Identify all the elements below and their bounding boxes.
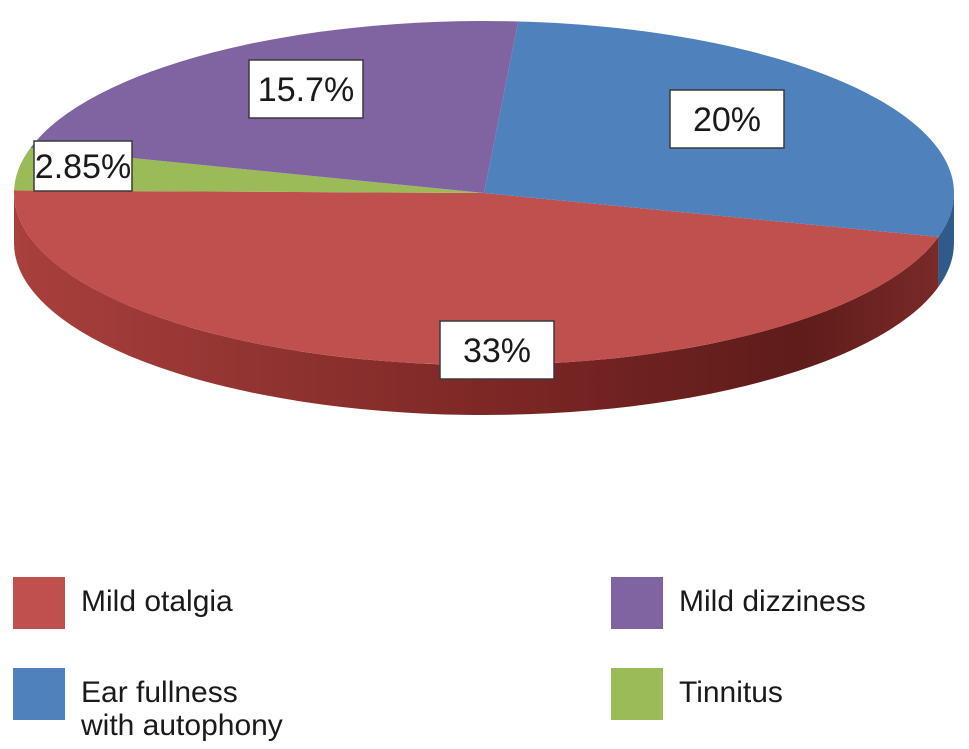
data-label-1: 20% [693, 101, 761, 139]
legend-swatch-mild-otalgia [13, 577, 65, 629]
legend-item-ear-fullness: Ear fullness with autophony [13, 668, 283, 742]
legend-label-mild-dizziness: Mild dizziness [679, 585, 866, 618]
legend-item-mild-otalgia: Mild otalgia [13, 577, 233, 629]
legend: Mild otalgia Mild dizziness Ear fullness… [0, 560, 969, 749]
pie-side-0 [13, 193, 939, 415]
pie-slice-0 [14, 190, 939, 365]
data-label-2: 15.7% [258, 71, 354, 109]
legend-swatch-tinnitus [611, 668, 663, 720]
pie-side-1 [938, 193, 954, 287]
pie-side-wall [13, 193, 954, 415]
data-label-box-1 [669, 89, 785, 149]
pie-chart: 33% 20% 15.7% 2.85% [13, 21, 954, 415]
data-label-box-3 [33, 140, 133, 192]
data-label-box-0 [439, 320, 555, 380]
data-label-box-2 [248, 59, 364, 119]
legend-swatch-mild-dizziness [611, 577, 663, 629]
legend-label-ear-fullness: Ear fullness with autophony [81, 676, 283, 742]
legend-swatch-ear-fullness [13, 668, 65, 720]
pie-data-labels: 33% 20% 15.7% 2.85% [33, 59, 785, 380]
legend-label-tinnitus: Tinnitus [679, 676, 783, 709]
legend-item-mild-dizziness: Mild dizziness [611, 577, 866, 629]
legend-item-tinnitus: Tinnitus [611, 668, 783, 720]
data-label-0: 33% [463, 332, 531, 370]
pie-top [14, 21, 954, 365]
data-label-3: 2.85% [35, 148, 131, 186]
legend-label-mild-otalgia: Mild otalgia [81, 585, 233, 618]
